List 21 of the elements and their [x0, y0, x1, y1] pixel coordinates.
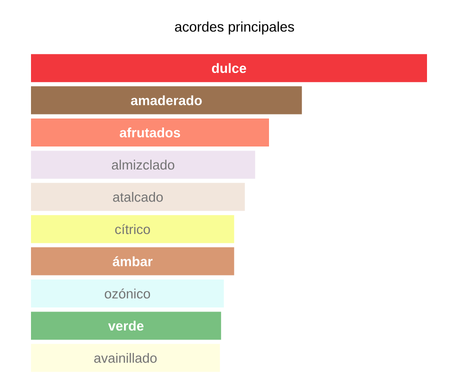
bar [31, 215, 234, 244]
bar [31, 118, 269, 146]
bar [31, 247, 234, 276]
y-tick-label: ozónico [104, 288, 150, 299]
chart-title: acordes principales [175, 21, 294, 34]
bar [31, 86, 302, 114]
bar [31, 312, 222, 340]
y-tick-label: afrutados [120, 128, 180, 138]
y-tick-label: verde [108, 320, 144, 331]
bar [31, 182, 245, 211]
y-tick-label: avainillado [94, 352, 157, 363]
bar [31, 344, 220, 372]
y-tick-label: almizclado [112, 160, 174, 170]
bar [31, 54, 428, 82]
y-tick-label: dulce [212, 63, 246, 74]
bar [31, 150, 256, 179]
y-tick-label: cítrico [115, 224, 150, 234]
bar [31, 280, 224, 308]
y-tick-label: ámbar [112, 256, 153, 266]
y-tick-label: amaderado [130, 95, 202, 106]
y-tick-label: atalcado [113, 192, 163, 202]
